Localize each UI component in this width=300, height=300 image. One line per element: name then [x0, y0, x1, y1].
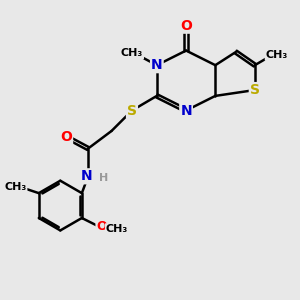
Text: O: O [96, 220, 107, 233]
Text: CH₃: CH₃ [121, 49, 143, 58]
Text: CH₃: CH₃ [266, 50, 288, 60]
Text: N: N [151, 58, 163, 72]
Text: O: O [180, 19, 192, 33]
Text: H: H [99, 173, 108, 183]
Text: S: S [250, 83, 260, 97]
Text: CH₃: CH₃ [106, 224, 128, 234]
Text: N: N [81, 169, 92, 183]
Text: N: N [180, 103, 192, 118]
Text: CH₃: CH₃ [4, 182, 26, 192]
Text: O: O [60, 130, 72, 144]
Text: S: S [127, 103, 137, 118]
